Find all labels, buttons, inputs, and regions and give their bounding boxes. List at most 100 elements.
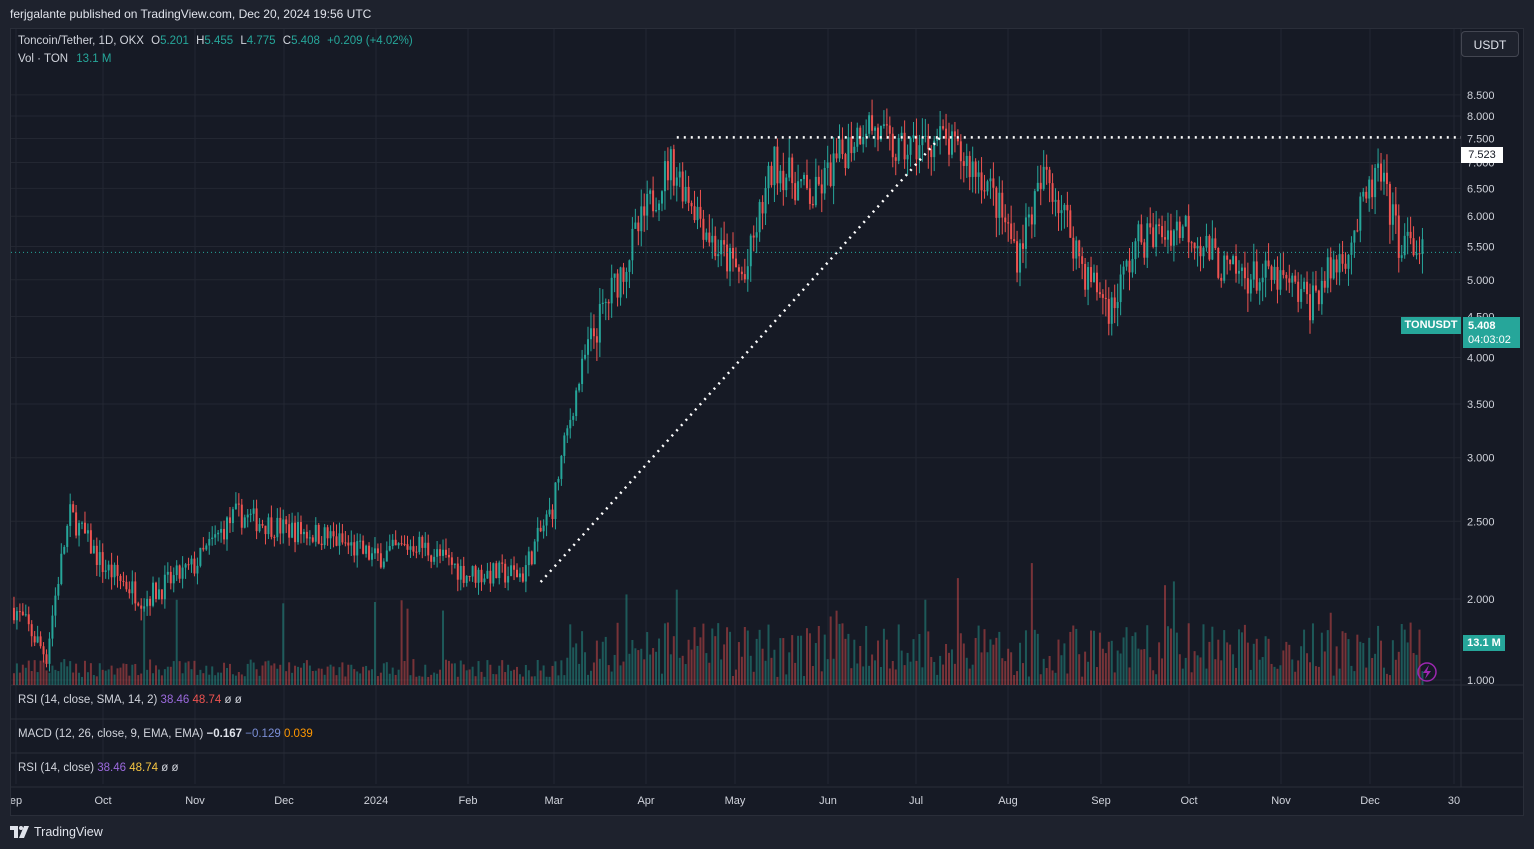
volume-bar xyxy=(554,661,557,685)
candle-body xyxy=(666,161,669,181)
candle-body xyxy=(702,218,705,240)
candle-body xyxy=(607,301,610,304)
volume-bar xyxy=(1169,628,1172,685)
candle-body xyxy=(977,172,980,177)
candle-body xyxy=(1282,270,1285,275)
macd-legend[interactable]: MACD (12, 26, close, 9, EMA, EMA) −0.167… xyxy=(18,728,313,740)
candle-body xyxy=(1359,196,1362,231)
candle-body xyxy=(382,561,385,568)
volume-bar xyxy=(69,661,72,685)
currency-button[interactable]: USDT xyxy=(1461,31,1519,57)
ohlc-legend: Toncoin/Tether, 1D, OKX O5.201 H5.455 L4… xyxy=(18,35,413,47)
candle-body xyxy=(868,115,871,134)
candle-body xyxy=(1007,222,1010,224)
candle-body xyxy=(371,553,373,560)
volume-bar xyxy=(1202,624,1205,685)
candle-body xyxy=(368,545,371,560)
volume-bar xyxy=(220,672,223,685)
chart-frame[interactable]: 1.0002.0002.5003.0003.5004.0004.5005.000… xyxy=(10,28,1524,816)
candle-body xyxy=(649,190,652,194)
volume-bar xyxy=(1054,672,1057,685)
volume-bar xyxy=(628,653,631,685)
volume-bar xyxy=(166,666,169,685)
candle-body xyxy=(1309,294,1312,321)
candle-body xyxy=(311,537,314,542)
rsi-legend[interactable]: RSI (14, close) 38.46 48.74 ø ø xyxy=(18,762,179,774)
candle-body xyxy=(181,567,184,579)
volume-bar xyxy=(211,666,214,685)
rsi-value: 38.46 xyxy=(97,762,127,774)
volume-bar xyxy=(1004,661,1007,685)
volume-bar xyxy=(217,672,220,685)
volume-bar xyxy=(933,661,936,685)
candle-body xyxy=(1273,266,1276,280)
candle-body xyxy=(341,533,344,543)
volume-bar xyxy=(462,664,465,685)
volume-bar xyxy=(649,654,652,685)
rsi-empty-1: ø xyxy=(161,762,169,774)
volume-bar xyxy=(279,664,282,685)
candle-body xyxy=(879,126,882,140)
candle-body xyxy=(477,569,480,583)
volume-bar xyxy=(1063,643,1066,685)
candle-body xyxy=(548,509,551,515)
low-label: L xyxy=(240,35,247,47)
candle-body xyxy=(1116,302,1119,309)
volume-bar xyxy=(1122,637,1125,685)
candle-body xyxy=(492,563,495,584)
volume-bar xyxy=(1273,666,1276,685)
volume-bar xyxy=(980,652,983,685)
candle-body xyxy=(513,565,516,570)
volume-bar xyxy=(791,635,794,685)
volume-bar xyxy=(1137,648,1140,685)
candle-body xyxy=(1406,231,1409,236)
candle-body xyxy=(616,273,619,298)
candle-body xyxy=(1300,289,1303,302)
volume-bar xyxy=(1001,658,1004,685)
volume-bar xyxy=(270,665,273,685)
candle-body xyxy=(1235,256,1238,274)
volume-bar xyxy=(1033,629,1036,685)
candle-body xyxy=(729,247,732,272)
candle-body xyxy=(554,482,557,520)
volume-bar xyxy=(1184,657,1187,685)
volume-bar xyxy=(897,624,900,685)
candle-body xyxy=(705,232,708,240)
candle-body xyxy=(89,530,92,554)
x-tick-label: Oct xyxy=(1180,795,1197,807)
price-chart[interactable]: 1.0002.0002.5003.0003.5004.0004.5005.000… xyxy=(11,29,1523,815)
volume-bar xyxy=(1175,632,1178,685)
volume-bar xyxy=(1229,644,1232,685)
volume-bar xyxy=(1300,646,1303,685)
volume-bar xyxy=(391,667,394,685)
volume-bar xyxy=(989,639,992,685)
volume-bar xyxy=(752,671,755,685)
symbol-label[interactable]: Toncoin/Tether, 1D, OKX xyxy=(18,35,144,47)
candle-body xyxy=(1229,259,1232,265)
candle-body xyxy=(406,544,409,550)
footer-brand[interactable]: TradingView xyxy=(10,822,103,842)
volume-bar xyxy=(504,672,507,685)
volume-bar xyxy=(518,674,521,685)
volume-bar xyxy=(371,669,373,685)
rsi-sma-legend[interactable]: RSI (14, close, SMA, 14, 2) 38.46 48.74 … xyxy=(18,694,242,706)
macd-title: MACD (12, 26, close, 9, EMA, EMA) xyxy=(18,728,204,740)
candle-body xyxy=(329,531,332,539)
volume-bar xyxy=(1205,668,1208,685)
volume-bar xyxy=(1069,631,1072,685)
volume-label[interactable]: Vol · TON xyxy=(18,53,69,65)
volume-bar xyxy=(1223,630,1226,685)
candle-body xyxy=(107,564,110,571)
volume-bar xyxy=(1320,632,1323,685)
candle-body xyxy=(403,543,406,545)
volume-bar xyxy=(1155,674,1158,685)
candle-body xyxy=(1013,239,1016,242)
candle-body xyxy=(767,165,770,189)
volume-bar xyxy=(190,669,193,685)
candle-body xyxy=(684,186,687,202)
volume-bar xyxy=(711,628,714,685)
candle-body xyxy=(1069,210,1072,238)
volume-bar xyxy=(1158,642,1161,685)
volume-bar xyxy=(163,669,166,685)
volume-bar xyxy=(332,666,335,685)
